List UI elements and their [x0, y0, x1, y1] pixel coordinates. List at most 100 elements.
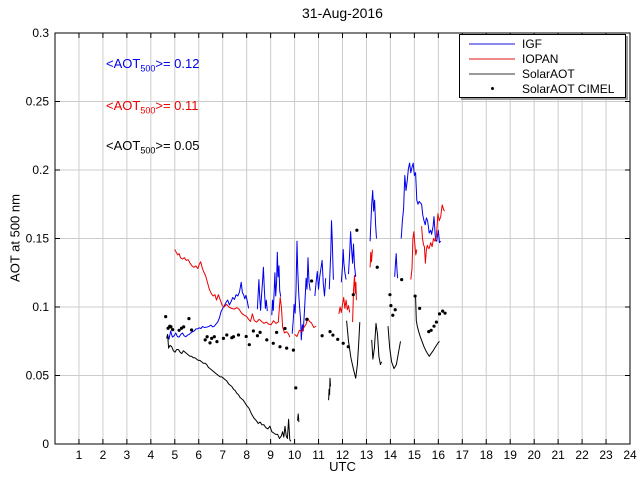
- series-line: [394, 253, 399, 279]
- scatter-dot: [441, 309, 445, 313]
- annotation-value: >= 0.12: [155, 56, 200, 71]
- scatter-dot: [258, 330, 262, 334]
- scatter-dot: [278, 345, 282, 349]
- scatter-dot: [429, 328, 433, 332]
- scatter-dot: [187, 317, 191, 321]
- scatter-dot: [182, 325, 186, 329]
- x-tick-label: 1: [76, 448, 83, 462]
- legend-item-solaraot: SolarAOT: [460, 66, 625, 81]
- scatter-dot: [294, 386, 298, 390]
- legend-item-solaraot-cimel: SolarAOT CIMEL: [460, 81, 625, 96]
- line-sample-icon: [469, 57, 515, 60]
- legend-item-igf: IGF: [460, 36, 625, 51]
- scatter-dot: [391, 313, 395, 317]
- scatter-dot: [171, 328, 175, 332]
- series-line: [271, 251, 282, 316]
- series-line: [314, 259, 327, 297]
- scatter-dot: [427, 330, 431, 334]
- x-tick-label: 7: [219, 448, 226, 462]
- x-tick-label: 15: [408, 448, 422, 462]
- y-tick-label: 0: [42, 437, 49, 451]
- x-tick-label: 22: [575, 448, 589, 462]
- scatter-dot: [443, 311, 447, 315]
- series-line: [346, 320, 361, 379]
- scatter-dot: [247, 343, 251, 347]
- annotation-subscript: 500: [140, 105, 156, 116]
- legend-line-sample-iopan: [469, 57, 515, 60]
- mean-aot-annotation-solaraot: <AOT500>= 0.05: [106, 138, 199, 156]
- x-tick-label: 5: [171, 448, 178, 462]
- series-line: [410, 231, 418, 280]
- scatter-dot: [389, 304, 393, 308]
- x-tick-label: 21: [551, 448, 565, 462]
- x-tick-label: 19: [504, 448, 518, 462]
- scatter-dot: [393, 308, 397, 312]
- series-line: [297, 413, 300, 423]
- series-line: [256, 266, 268, 312]
- x-tick-label: 17: [456, 448, 470, 462]
- scatter-dot: [231, 335, 236, 339]
- scatter-dot: [375, 265, 379, 269]
- mean-aot-annotation-igf: <AOT500>= 0.12: [106, 56, 199, 74]
- scatter-dot: [285, 346, 289, 350]
- series-line: [328, 220, 334, 290]
- x-tick-label: 23: [599, 448, 613, 462]
- y-tick-label: 0.1: [32, 300, 49, 314]
- x-tick-label: 3: [124, 448, 131, 462]
- scatter-dot: [351, 293, 355, 297]
- scatter-dot: [400, 278, 404, 282]
- annotation-subscript: 500: [140, 63, 156, 74]
- x-tick-label: 20: [527, 448, 541, 462]
- scatter-dot: [164, 314, 168, 319]
- x-tick-label: 16: [432, 448, 446, 462]
- legend-line-sample-solaraot: [469, 72, 515, 75]
- series-line: [166, 333, 292, 442]
- scatter-dot: [305, 317, 309, 321]
- x-tick-label: 13: [360, 448, 374, 462]
- series-line: [415, 297, 440, 357]
- y-tick-label: 0.15: [26, 232, 50, 246]
- x-tick-label: 12: [336, 448, 350, 462]
- x-tick-label: 18: [480, 448, 494, 462]
- x-tick-label: 10: [288, 448, 302, 462]
- scatter-dot: [177, 328, 181, 332]
- legend-item-iopan: IOPAN: [460, 51, 625, 66]
- scatter-dot: [331, 333, 335, 337]
- x-tick-label: 2: [100, 448, 107, 462]
- scatter-dot: [189, 328, 194, 332]
- series-line: [174, 249, 291, 338]
- x-tick-label: 6: [195, 448, 202, 462]
- series-line: [371, 322, 383, 365]
- legend-line-sample-igf: [469, 42, 515, 45]
- y-tick-label: 0.3: [32, 26, 49, 40]
- series-line: [338, 296, 351, 314]
- x-axis-label: UTC: [329, 459, 356, 474]
- series-line: [348, 231, 357, 277]
- scatter-dot: [336, 337, 340, 341]
- scatter-dot: [205, 335, 209, 339]
- dot-marker-icon: [490, 87, 494, 90]
- x-tick-label: 14: [384, 448, 398, 462]
- y-tick-label: 0.2: [32, 163, 49, 177]
- series-line: [421, 204, 446, 264]
- scatter-dot: [236, 333, 241, 337]
- legend-dot-sample-cimel: [469, 87, 515, 90]
- scatter-dot: [309, 279, 314, 283]
- scatter-dot: [244, 334, 248, 339]
- series-line: [166, 281, 250, 340]
- y-axis-label: AOT at 500 nm: [7, 194, 23, 282]
- series-line: [294, 317, 317, 337]
- line-sample-icon: [469, 72, 515, 75]
- line-sample-icon: [469, 42, 515, 45]
- series-line: [328, 377, 331, 401]
- series-line: [400, 162, 442, 244]
- scatter-dot: [355, 228, 359, 232]
- scatter-dot: [265, 338, 269, 342]
- scatter-dot: [320, 334, 324, 338]
- annotation-text: <AOT: [106, 138, 141, 153]
- legend-label: IOPAN: [522, 51, 559, 66]
- legend-label: SolarAOT: [522, 66, 575, 81]
- scatter-dot: [437, 312, 442, 316]
